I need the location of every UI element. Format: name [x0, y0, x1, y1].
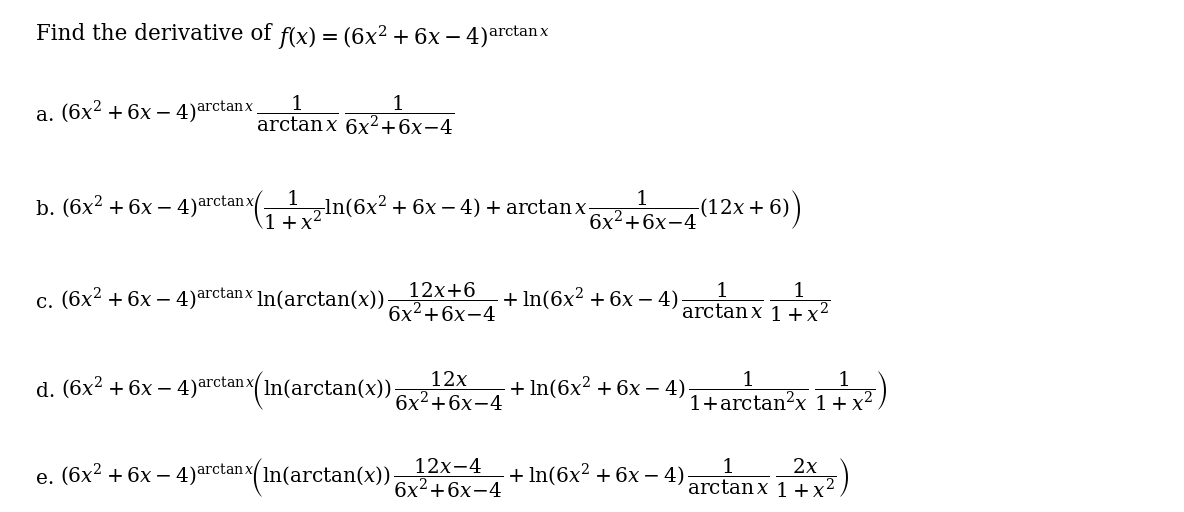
Text: $(6x^2 + 6x - 4)^{\mathrm{arctan}\, x}\,\dfrac{1}{\mathrm{arctan}\, x}\;\dfrac{1: $(6x^2 + 6x - 4)^{\mathrm{arctan}\, x}\,…: [60, 94, 455, 137]
Text: Find the derivative of: Find the derivative of: [36, 23, 278, 45]
Text: $(6x^2 + 6x - 4)^{\mathrm{arctan}\, x}\!\left(\mathrm{ln}(\mathrm{arctan}(x))\,\: $(6x^2 + 6x - 4)^{\mathrm{arctan}\, x}\!…: [60, 457, 849, 500]
Text: $(6x^2 + 6x - 4)^{\mathrm{arctan}\, x}\!\left(\mathrm{ln}(\mathrm{arctan}(x))\,\: $(6x^2 + 6x - 4)^{\mathrm{arctan}\, x}\!…: [62, 370, 888, 413]
Text: $(6x^2 + 6x - 4)^{\mathrm{arctan}\, x}\!\left(\dfrac{1}{1+x^2}\mathrm{ln}(6x^2 +: $(6x^2 + 6x - 4)^{\mathrm{arctan}\, x}\!…: [62, 188, 802, 231]
Text: d.: d.: [36, 382, 62, 401]
Text: c.: c.: [36, 292, 59, 312]
Text: $(6x^2 + 6x - 4)^{\mathrm{arctan}\, x}\,\mathrm{ln}(\mathrm{arctan}(x))\,\dfrac{: $(6x^2 + 6x - 4)^{\mathrm{arctan}\, x}\,…: [59, 281, 830, 324]
Text: b.: b.: [36, 200, 62, 220]
Text: e.: e.: [36, 469, 60, 488]
Text: a.: a.: [36, 105, 60, 125]
Text: $f(x) = (6x^2 + 6x - 4)^{\mathrm{arctan}\, x}$: $f(x) = (6x^2 + 6x - 4)^{\mathrm{arctan}…: [278, 23, 549, 52]
